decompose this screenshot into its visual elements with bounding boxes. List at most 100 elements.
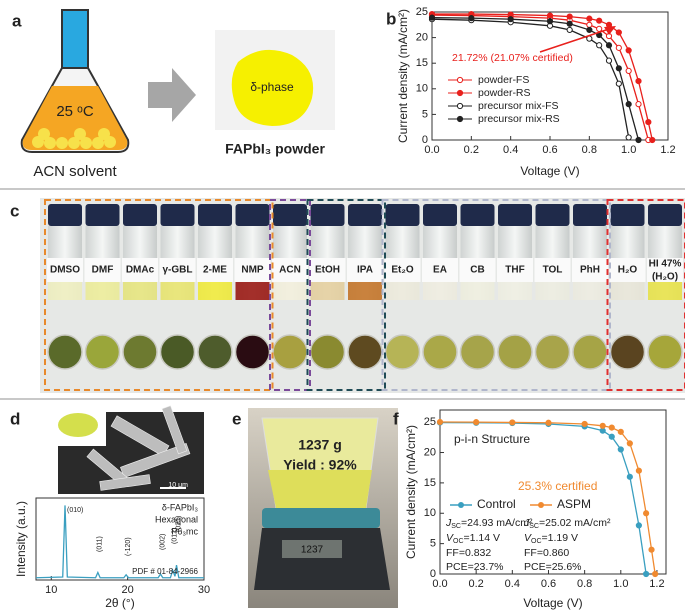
dish — [534, 334, 571, 370]
vial-cap — [460, 204, 495, 226]
marker — [615, 80, 622, 87]
stat: FF=0.860 — [524, 547, 569, 559]
marker — [615, 44, 622, 51]
vial-cap — [85, 204, 120, 226]
marker — [635, 78, 642, 85]
annotation-arrow — [539, 27, 613, 53]
legend-label: ASPM — [557, 497, 591, 511]
marker — [605, 42, 613, 49]
y-tick-label: 25 — [424, 416, 436, 428]
marker — [581, 420, 588, 428]
mass: 1237 g — [298, 437, 342, 453]
marker — [545, 419, 552, 426]
x-tick-label: 1.0 — [621, 144, 636, 156]
stat: PCE=23.7% — [446, 561, 504, 573]
legend-marker — [456, 115, 464, 123]
y-tick-label: 20 — [416, 32, 428, 44]
stat: VOC=1.14 V — [446, 532, 500, 545]
panel-label: e — [232, 409, 241, 428]
marker — [468, 15, 475, 22]
marker — [473, 419, 480, 426]
vial-cap — [573, 204, 607, 226]
yield: Yield : 92% — [283, 457, 357, 473]
marker — [586, 26, 593, 34]
marker — [566, 20, 573, 27]
x-tick-label: 0.6 — [541, 578, 556, 590]
vial-label: DMSO — [50, 265, 80, 276]
dish — [459, 334, 496, 370]
vial-cap — [160, 204, 195, 226]
dish — [572, 334, 608, 370]
y-axis-label: Current density (mA/cm²) — [404, 425, 418, 559]
separator — [0, 398, 685, 400]
y-tick-label: 5 — [430, 538, 436, 550]
marker — [596, 17, 603, 24]
marker — [617, 428, 624, 435]
peak-label: (-120) — [125, 537, 132, 556]
x-tick-label: 10 — [45, 584, 57, 596]
vial-label: IPA — [357, 265, 373, 276]
group-box — [306, 199, 386, 391]
marker — [596, 25, 603, 32]
dish — [197, 334, 233, 370]
vial-label-bg — [534, 258, 571, 282]
marker — [599, 422, 606, 429]
marker — [615, 65, 622, 72]
stat: FF=0.832 — [446, 547, 491, 559]
panel-a: 25 ᵒC ACN solvent δ-phase FAPbI₃ powder — [20, 9, 335, 180]
dish — [422, 334, 458, 370]
marker — [546, 12, 554, 19]
annotation: p-i-n Structure — [454, 432, 530, 446]
marker — [608, 424, 615, 431]
marker — [625, 67, 632, 74]
panel-label: b — [386, 9, 396, 28]
x-axis-label: 2θ (°) — [105, 596, 134, 610]
marker — [625, 134, 632, 141]
vial-label-bg — [572, 258, 608, 282]
dish — [309, 334, 346, 370]
legend-text: Hexagonal — [155, 514, 198, 524]
marker — [626, 440, 633, 447]
legend-text: δ-FAPbI₃ — [162, 502, 199, 512]
vial-cap — [385, 204, 420, 226]
vial-cap — [348, 204, 382, 226]
solvent-label: ACN solvent — [33, 163, 117, 180]
vial-label: DMAc — [126, 265, 155, 276]
vial-label: THF — [505, 265, 524, 276]
display-text: 1237 — [301, 545, 324, 556]
x-tick-label: 1.0 — [613, 578, 628, 590]
marker — [605, 57, 613, 64]
powder-particles — [32, 128, 116, 149]
vial-cap — [235, 204, 270, 226]
y-tick-label: 15 — [416, 57, 428, 69]
peak-label: (021) — [175, 516, 182, 532]
dish — [384, 334, 421, 370]
product-label: FAPbI₃ powder — [225, 141, 325, 157]
scale-top — [262, 508, 380, 528]
legend-marker — [456, 76, 464, 84]
group-box — [269, 199, 311, 391]
marker — [566, 26, 573, 34]
x-tick-label: 0.0 — [424, 144, 439, 156]
dish — [347, 334, 383, 370]
vial-cap — [648, 204, 682, 226]
vial-label: EtOH — [315, 265, 340, 276]
annotation: 25.3% certified — [518, 479, 597, 493]
powder — [268, 470, 372, 508]
vial-label-bg — [384, 258, 421, 282]
marker — [507, 16, 514, 23]
stat-symbol: J — [523, 517, 530, 529]
reference: PDF # 01-84-2966 — [132, 567, 198, 576]
stat: VOC=1.19 V — [524, 532, 578, 545]
panel-label: c — [10, 201, 19, 220]
flask-neck — [61, 9, 89, 69]
marker — [436, 418, 444, 426]
dish — [609, 334, 646, 370]
vial-label-bg — [272, 258, 308, 282]
legend-label: Control — [477, 497, 516, 511]
vial-label: DMF — [92, 265, 114, 276]
x-tick-label: 30 — [198, 584, 210, 596]
marker — [617, 446, 624, 453]
vial-label-bg — [234, 258, 271, 282]
y-tick-label: 0 — [422, 134, 428, 146]
